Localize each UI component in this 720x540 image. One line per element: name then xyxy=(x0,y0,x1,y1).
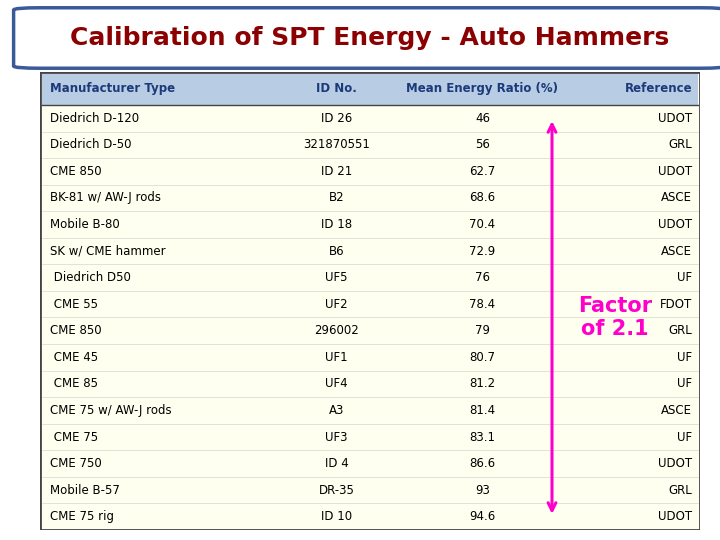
Text: CME 75: CME 75 xyxy=(50,430,98,443)
Text: FDOT: FDOT xyxy=(660,298,692,310)
Text: 76: 76 xyxy=(475,271,490,284)
Text: 86.6: 86.6 xyxy=(469,457,495,470)
Text: DR-35: DR-35 xyxy=(318,484,354,497)
Text: UF: UF xyxy=(677,351,692,364)
Text: Mean Energy Ratio (%): Mean Energy Ratio (%) xyxy=(407,82,559,95)
Text: ID 18: ID 18 xyxy=(321,218,352,231)
Text: 46: 46 xyxy=(475,112,490,125)
Text: Calibration of SPT Energy - Auto Hammers: Calibration of SPT Energy - Auto Hammers xyxy=(71,26,670,50)
Text: UDOT: UDOT xyxy=(658,457,692,470)
Text: GRL: GRL xyxy=(668,484,692,497)
Text: UF5: UF5 xyxy=(325,271,348,284)
Text: ID 26: ID 26 xyxy=(321,112,352,125)
Text: 83.1: 83.1 xyxy=(469,430,495,443)
Text: CME 850: CME 850 xyxy=(50,165,102,178)
Text: CME 850: CME 850 xyxy=(50,324,102,338)
Text: Manufacturer Type: Manufacturer Type xyxy=(50,82,175,95)
Text: B2: B2 xyxy=(329,192,344,205)
Text: Mobile B-80: Mobile B-80 xyxy=(50,218,120,231)
Text: CME 85: CME 85 xyxy=(50,377,98,390)
Text: 70.4: 70.4 xyxy=(469,218,495,231)
Text: 80.7: 80.7 xyxy=(469,351,495,364)
Text: 78.4: 78.4 xyxy=(469,298,495,310)
Text: BK-81 w/ AW-J rods: BK-81 w/ AW-J rods xyxy=(50,192,161,205)
FancyBboxPatch shape xyxy=(14,8,720,68)
Text: Mobile B-57: Mobile B-57 xyxy=(50,484,120,497)
Text: UF: UF xyxy=(677,377,692,390)
Text: UDOT: UDOT xyxy=(658,165,692,178)
Text: 93: 93 xyxy=(475,484,490,497)
Text: Factor
of 2.1: Factor of 2.1 xyxy=(578,296,652,339)
Text: 321870551: 321870551 xyxy=(303,138,370,151)
Text: ASCE: ASCE xyxy=(661,192,692,205)
Text: Diedrich D-50: Diedrich D-50 xyxy=(50,138,132,151)
Text: GRL: GRL xyxy=(668,324,692,338)
Text: SK w/ CME hammer: SK w/ CME hammer xyxy=(50,245,166,258)
Text: CME 55: CME 55 xyxy=(50,298,98,310)
Text: 56: 56 xyxy=(475,138,490,151)
Text: GRL: GRL xyxy=(668,138,692,151)
Text: UDOT: UDOT xyxy=(658,510,692,523)
Text: Diedrich D50: Diedrich D50 xyxy=(50,271,131,284)
Text: CME 75 rig: CME 75 rig xyxy=(50,510,114,523)
Text: Diedrich D-120: Diedrich D-120 xyxy=(50,112,139,125)
Text: ASCE: ASCE xyxy=(661,404,692,417)
Text: CME 45: CME 45 xyxy=(50,351,98,364)
Text: UDOT: UDOT xyxy=(658,112,692,125)
Text: B6: B6 xyxy=(329,245,344,258)
Text: 296002: 296002 xyxy=(314,324,359,338)
Text: 81.2: 81.2 xyxy=(469,377,495,390)
Text: 79: 79 xyxy=(475,324,490,338)
Text: CME 750: CME 750 xyxy=(50,457,102,470)
FancyBboxPatch shape xyxy=(42,74,698,105)
Text: ASCE: ASCE xyxy=(661,245,692,258)
Text: 68.6: 68.6 xyxy=(469,192,495,205)
Text: UDOT: UDOT xyxy=(658,218,692,231)
FancyBboxPatch shape xyxy=(40,72,700,530)
Text: 72.9: 72.9 xyxy=(469,245,495,258)
Text: CME 75 w/ AW-J rods: CME 75 w/ AW-J rods xyxy=(50,404,171,417)
Text: 94.6: 94.6 xyxy=(469,510,495,523)
Text: UF: UF xyxy=(677,271,692,284)
Text: UF3: UF3 xyxy=(325,430,348,443)
Text: UF2: UF2 xyxy=(325,298,348,310)
Text: UF: UF xyxy=(677,430,692,443)
Text: 62.7: 62.7 xyxy=(469,165,495,178)
Text: ID 4: ID 4 xyxy=(325,457,348,470)
Text: ID 21: ID 21 xyxy=(321,165,352,178)
Text: A3: A3 xyxy=(329,404,344,417)
Text: 81.4: 81.4 xyxy=(469,404,495,417)
Text: Reference: Reference xyxy=(624,82,692,95)
Text: UF4: UF4 xyxy=(325,377,348,390)
Text: ID No.: ID No. xyxy=(316,82,357,95)
Text: ID 10: ID 10 xyxy=(321,510,352,523)
Text: UF1: UF1 xyxy=(325,351,348,364)
